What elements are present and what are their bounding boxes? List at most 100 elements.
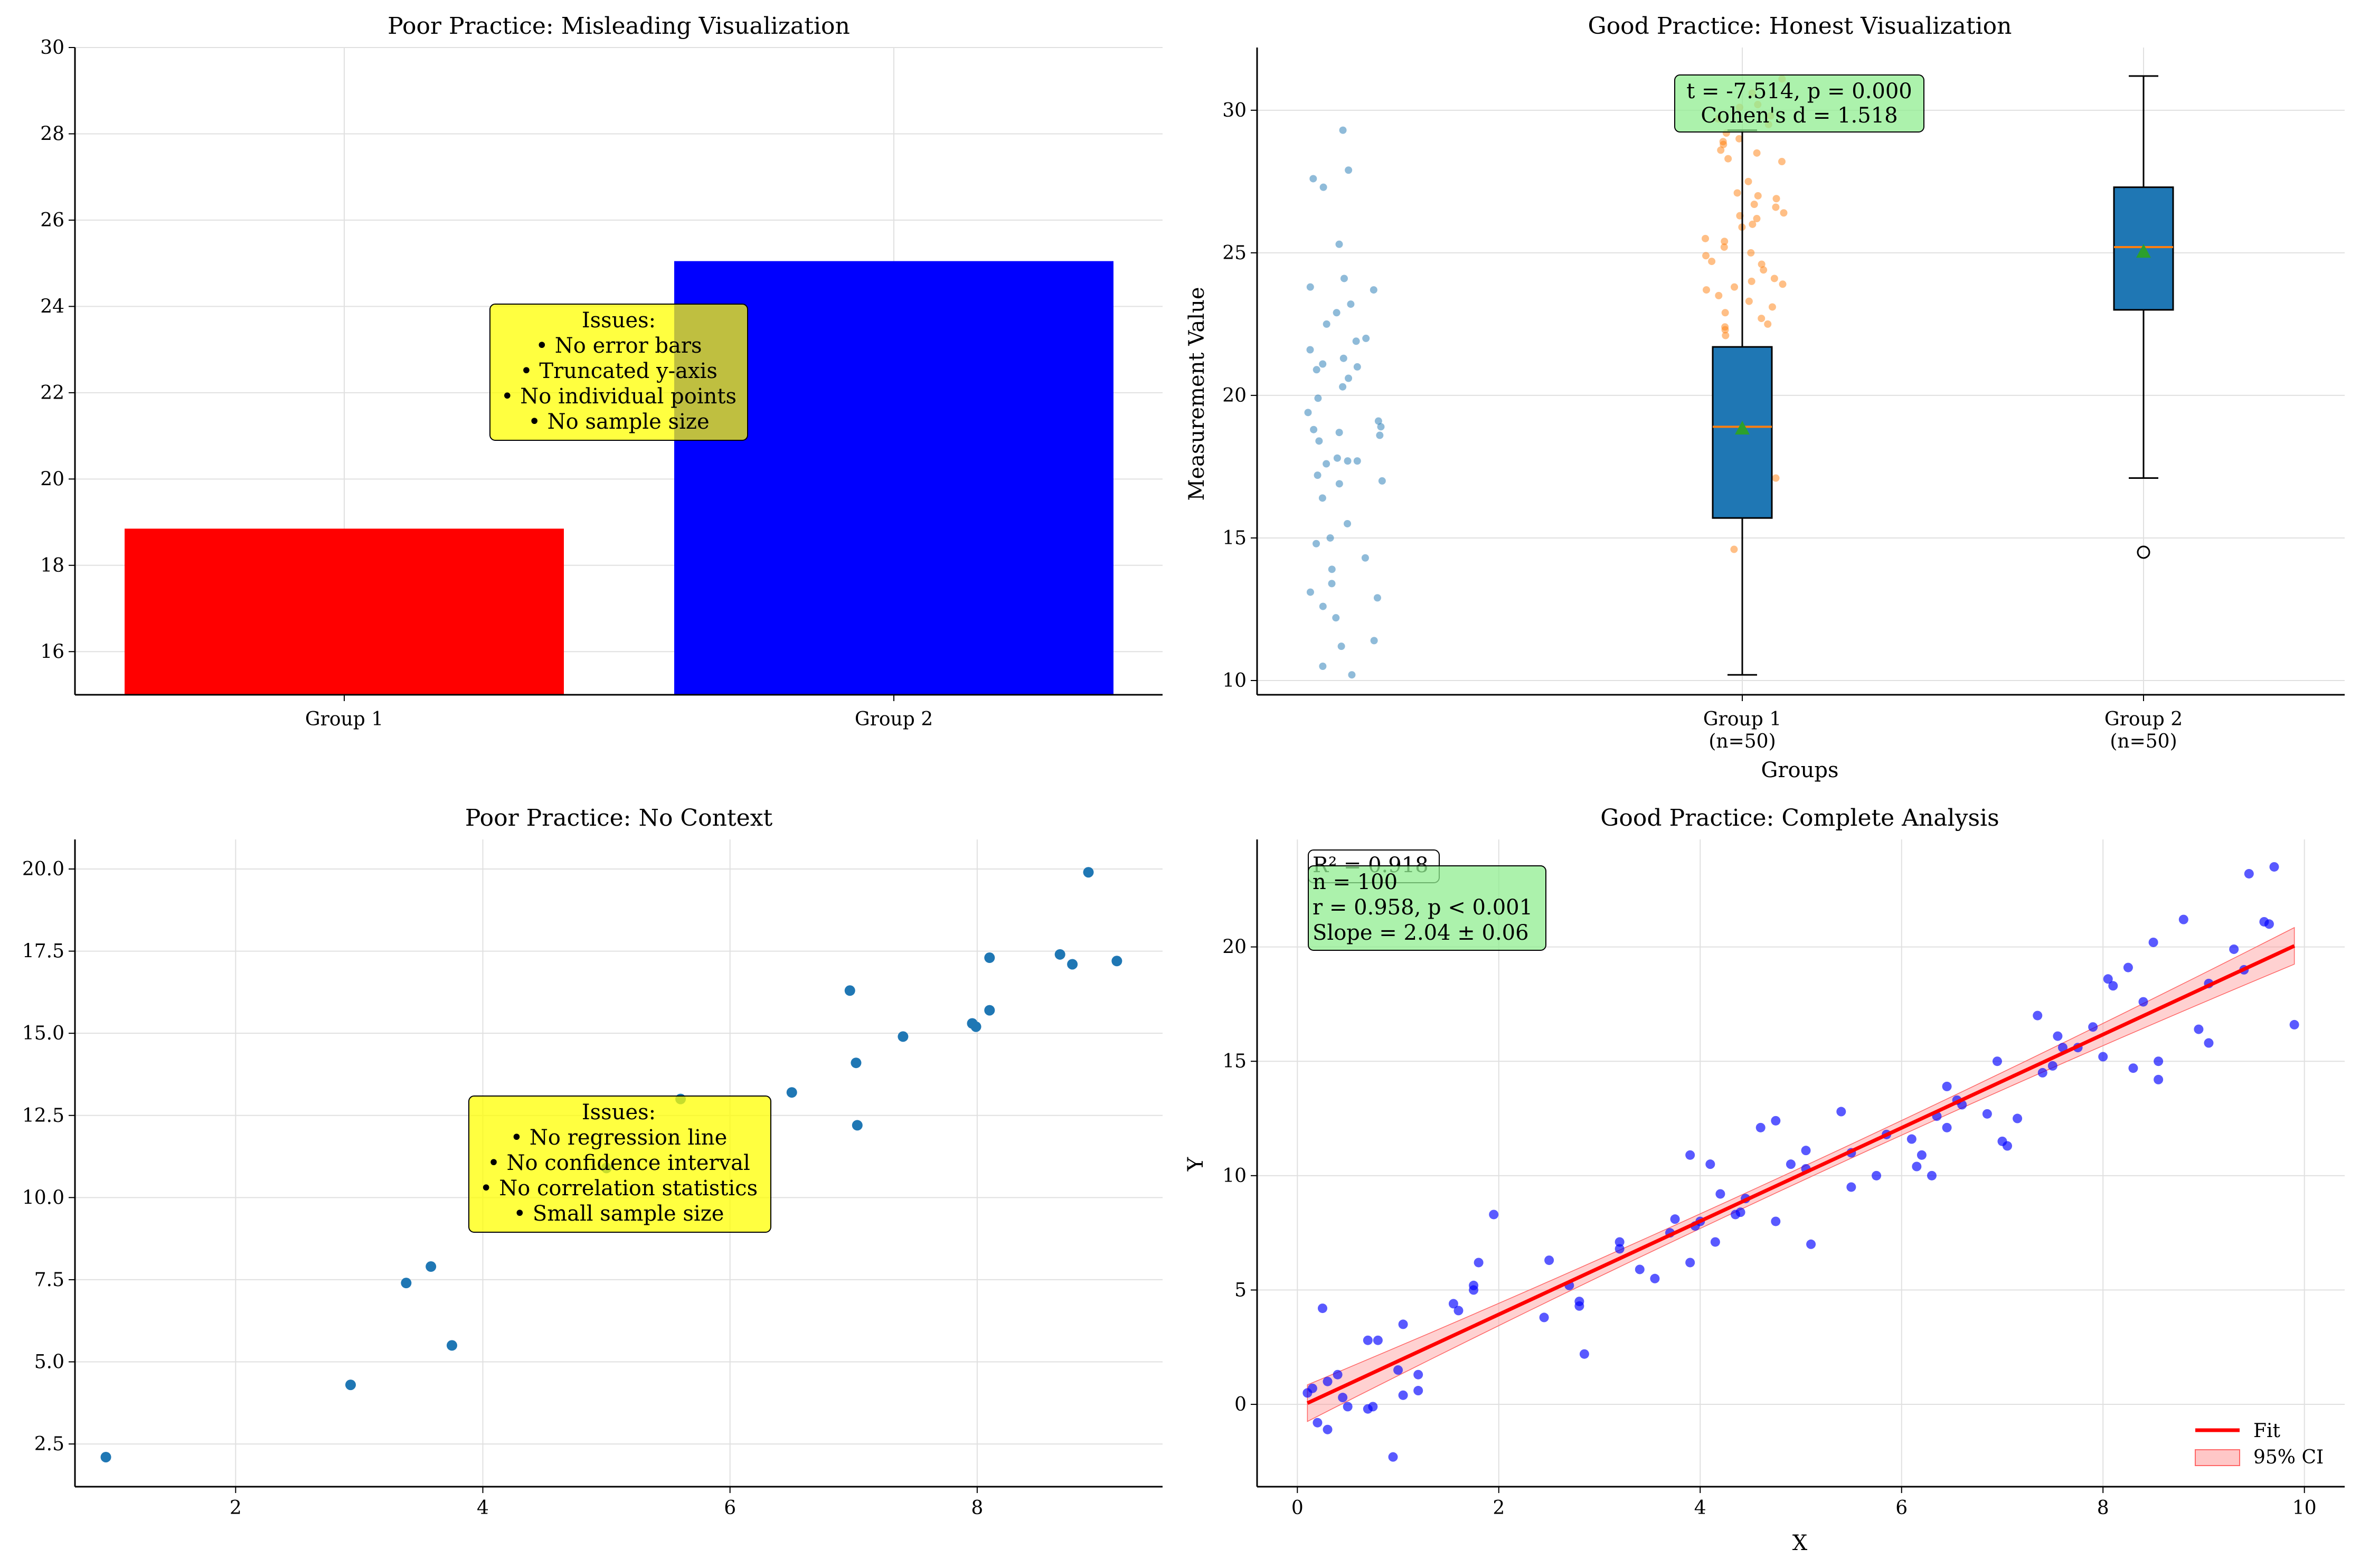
scatter-point bbox=[2138, 997, 2148, 1007]
jitter-point bbox=[1335, 480, 1343, 488]
annotation-line: Issues: bbox=[582, 308, 656, 333]
issues-annotation: Issues: • No error bars • Truncated y-ax… bbox=[489, 304, 748, 441]
scatter-point bbox=[852, 1120, 863, 1131]
scatter-point bbox=[1670, 1214, 1680, 1224]
scatter-point bbox=[1453, 1306, 1464, 1316]
scatter-point bbox=[446, 1340, 457, 1351]
scatter-point bbox=[345, 1380, 356, 1391]
scatter-points bbox=[1302, 862, 2299, 1462]
y-tick-label: 30 bbox=[1222, 100, 1247, 121]
jitter-point bbox=[1313, 540, 1320, 547]
jitter-point bbox=[1717, 146, 1725, 154]
y-tick-label: 2.5 bbox=[34, 1433, 64, 1455]
jitter-point bbox=[1373, 594, 1381, 602]
annotation-line: • Truncated y-axis bbox=[520, 359, 718, 383]
y-tick-label: 18 bbox=[40, 555, 64, 577]
scatter-point bbox=[1067, 959, 1078, 970]
scatter-point bbox=[1927, 1170, 1937, 1180]
jitter-point bbox=[1702, 234, 1710, 242]
jitter-point bbox=[1779, 280, 1787, 288]
axes bbox=[1251, 48, 2345, 701]
x-tick-label: 8 bbox=[2097, 1497, 2109, 1519]
jitter-point bbox=[1306, 346, 1314, 354]
scatter-point bbox=[970, 1021, 981, 1032]
y-tick-label: 20.0 bbox=[22, 858, 64, 880]
x-tick-label: 2 bbox=[230, 1497, 242, 1519]
y-tick-label: 15 bbox=[1222, 1051, 1247, 1072]
y-tick-label: 28 bbox=[40, 123, 64, 145]
y-tick-label: 26 bbox=[40, 210, 64, 231]
scatter-point bbox=[1398, 1319, 1408, 1329]
jitter-point bbox=[1332, 614, 1340, 622]
y-tick-label: 17.5 bbox=[22, 941, 64, 962]
x-tick-label: 6 bbox=[1895, 1497, 1908, 1519]
axes bbox=[69, 47, 1163, 701]
jitter-point bbox=[1314, 471, 1321, 479]
chart-title: Poor Practice: No Context bbox=[465, 805, 773, 832]
scatter-point bbox=[1474, 1258, 1484, 1268]
fit-line-layer bbox=[1306, 944, 2296, 1405]
jitter-point bbox=[1758, 315, 1766, 323]
scatter-point bbox=[1771, 1216, 1781, 1226]
scatter-point bbox=[1771, 1116, 1781, 1126]
jitter-point bbox=[1370, 637, 1378, 645]
panel-complete-analysis: Good Practice: Complete Analysis 0 2 4 6 8 10… bbox=[1184, 805, 2345, 1555]
issues-annotation: Issues: • No regression line • No confid… bbox=[468, 1095, 771, 1233]
x-axis-label: Groups bbox=[1761, 758, 1838, 782]
y-tick-label: 25 bbox=[1222, 242, 1247, 264]
y-tick-labels: 16 18 20 22 24 26 28 30 bbox=[40, 37, 64, 663]
annotation-line: Cohen's d = 1.518 bbox=[1701, 103, 1898, 128]
scatter-point bbox=[1083, 867, 1094, 878]
scatter-point bbox=[1539, 1312, 1549, 1323]
x-tick-label: 6 bbox=[724, 1497, 736, 1519]
jitter-point bbox=[1772, 195, 1780, 203]
jitter-point bbox=[1344, 519, 1352, 527]
boxes bbox=[1712, 75, 2174, 676]
scatter-point bbox=[2057, 1043, 2068, 1053]
scatter-point bbox=[1982, 1109, 1992, 1119]
scatter-point bbox=[2003, 1141, 2013, 1151]
jitter-point bbox=[1376, 431, 1384, 439]
scatter-point bbox=[1323, 1376, 1333, 1386]
chart-title: Good Practice: Complete Analysis bbox=[1600, 805, 1999, 832]
y-tick-label: 5.0 bbox=[34, 1352, 64, 1373]
panel-honest-box-plot: Good Practice: Honest Visualization 10 15… bbox=[1185, 13, 2345, 782]
jitter-point bbox=[1702, 252, 1710, 260]
jitter-point bbox=[1760, 266, 1768, 274]
scatter-point bbox=[1685, 1150, 1695, 1160]
scatter-point bbox=[1373, 1335, 1383, 1345]
x-tick-label: 2 bbox=[1493, 1497, 1505, 1519]
jitter-point bbox=[1344, 457, 1352, 465]
scatter-point bbox=[1489, 1210, 1499, 1220]
scatter-point bbox=[1313, 1418, 1323, 1428]
jitter-point bbox=[1708, 258, 1716, 266]
scatter-point bbox=[2194, 1024, 2204, 1034]
jitter-point bbox=[1768, 303, 1776, 311]
jitter-point bbox=[1724, 155, 1732, 163]
x-tick-label: 4 bbox=[1694, 1497, 1706, 1519]
jitter-point bbox=[1764, 320, 1772, 328]
y-tick-label: 20 bbox=[1222, 385, 1247, 407]
y-tick-label: 30 bbox=[40, 37, 64, 59]
jitter-point bbox=[1319, 360, 1327, 368]
scatter-point bbox=[1574, 1297, 1584, 1307]
annotation-line: t = -7.514, p = 0.000 bbox=[1686, 79, 1912, 103]
jitter-point bbox=[1748, 277, 1755, 285]
scatter-point bbox=[2229, 944, 2239, 954]
annotation-line: • No sample size bbox=[528, 410, 709, 434]
scatter-point bbox=[1906, 1134, 1917, 1144]
y-tick-label: 20 bbox=[1222, 937, 1247, 958]
panel-misleading-bar-chart: Poor Practice: Misleading Visualization … bbox=[40, 13, 1163, 730]
scatter-point bbox=[2033, 1010, 2043, 1021]
scatter-point bbox=[1846, 1182, 1856, 1192]
jitter-point bbox=[1721, 326, 1729, 334]
jitter-point bbox=[1745, 297, 1753, 305]
legend-ci-swatch bbox=[2195, 1449, 2240, 1466]
jitter-point bbox=[1374, 417, 1382, 425]
jitter-point bbox=[1318, 494, 1326, 502]
jitter-point bbox=[1772, 203, 1780, 211]
scatter-point bbox=[1544, 1255, 1554, 1265]
jitter-point bbox=[1348, 671, 1356, 679]
scatter-point bbox=[1917, 1150, 1927, 1160]
x-tick-label: Group 1 bbox=[1703, 709, 1781, 730]
